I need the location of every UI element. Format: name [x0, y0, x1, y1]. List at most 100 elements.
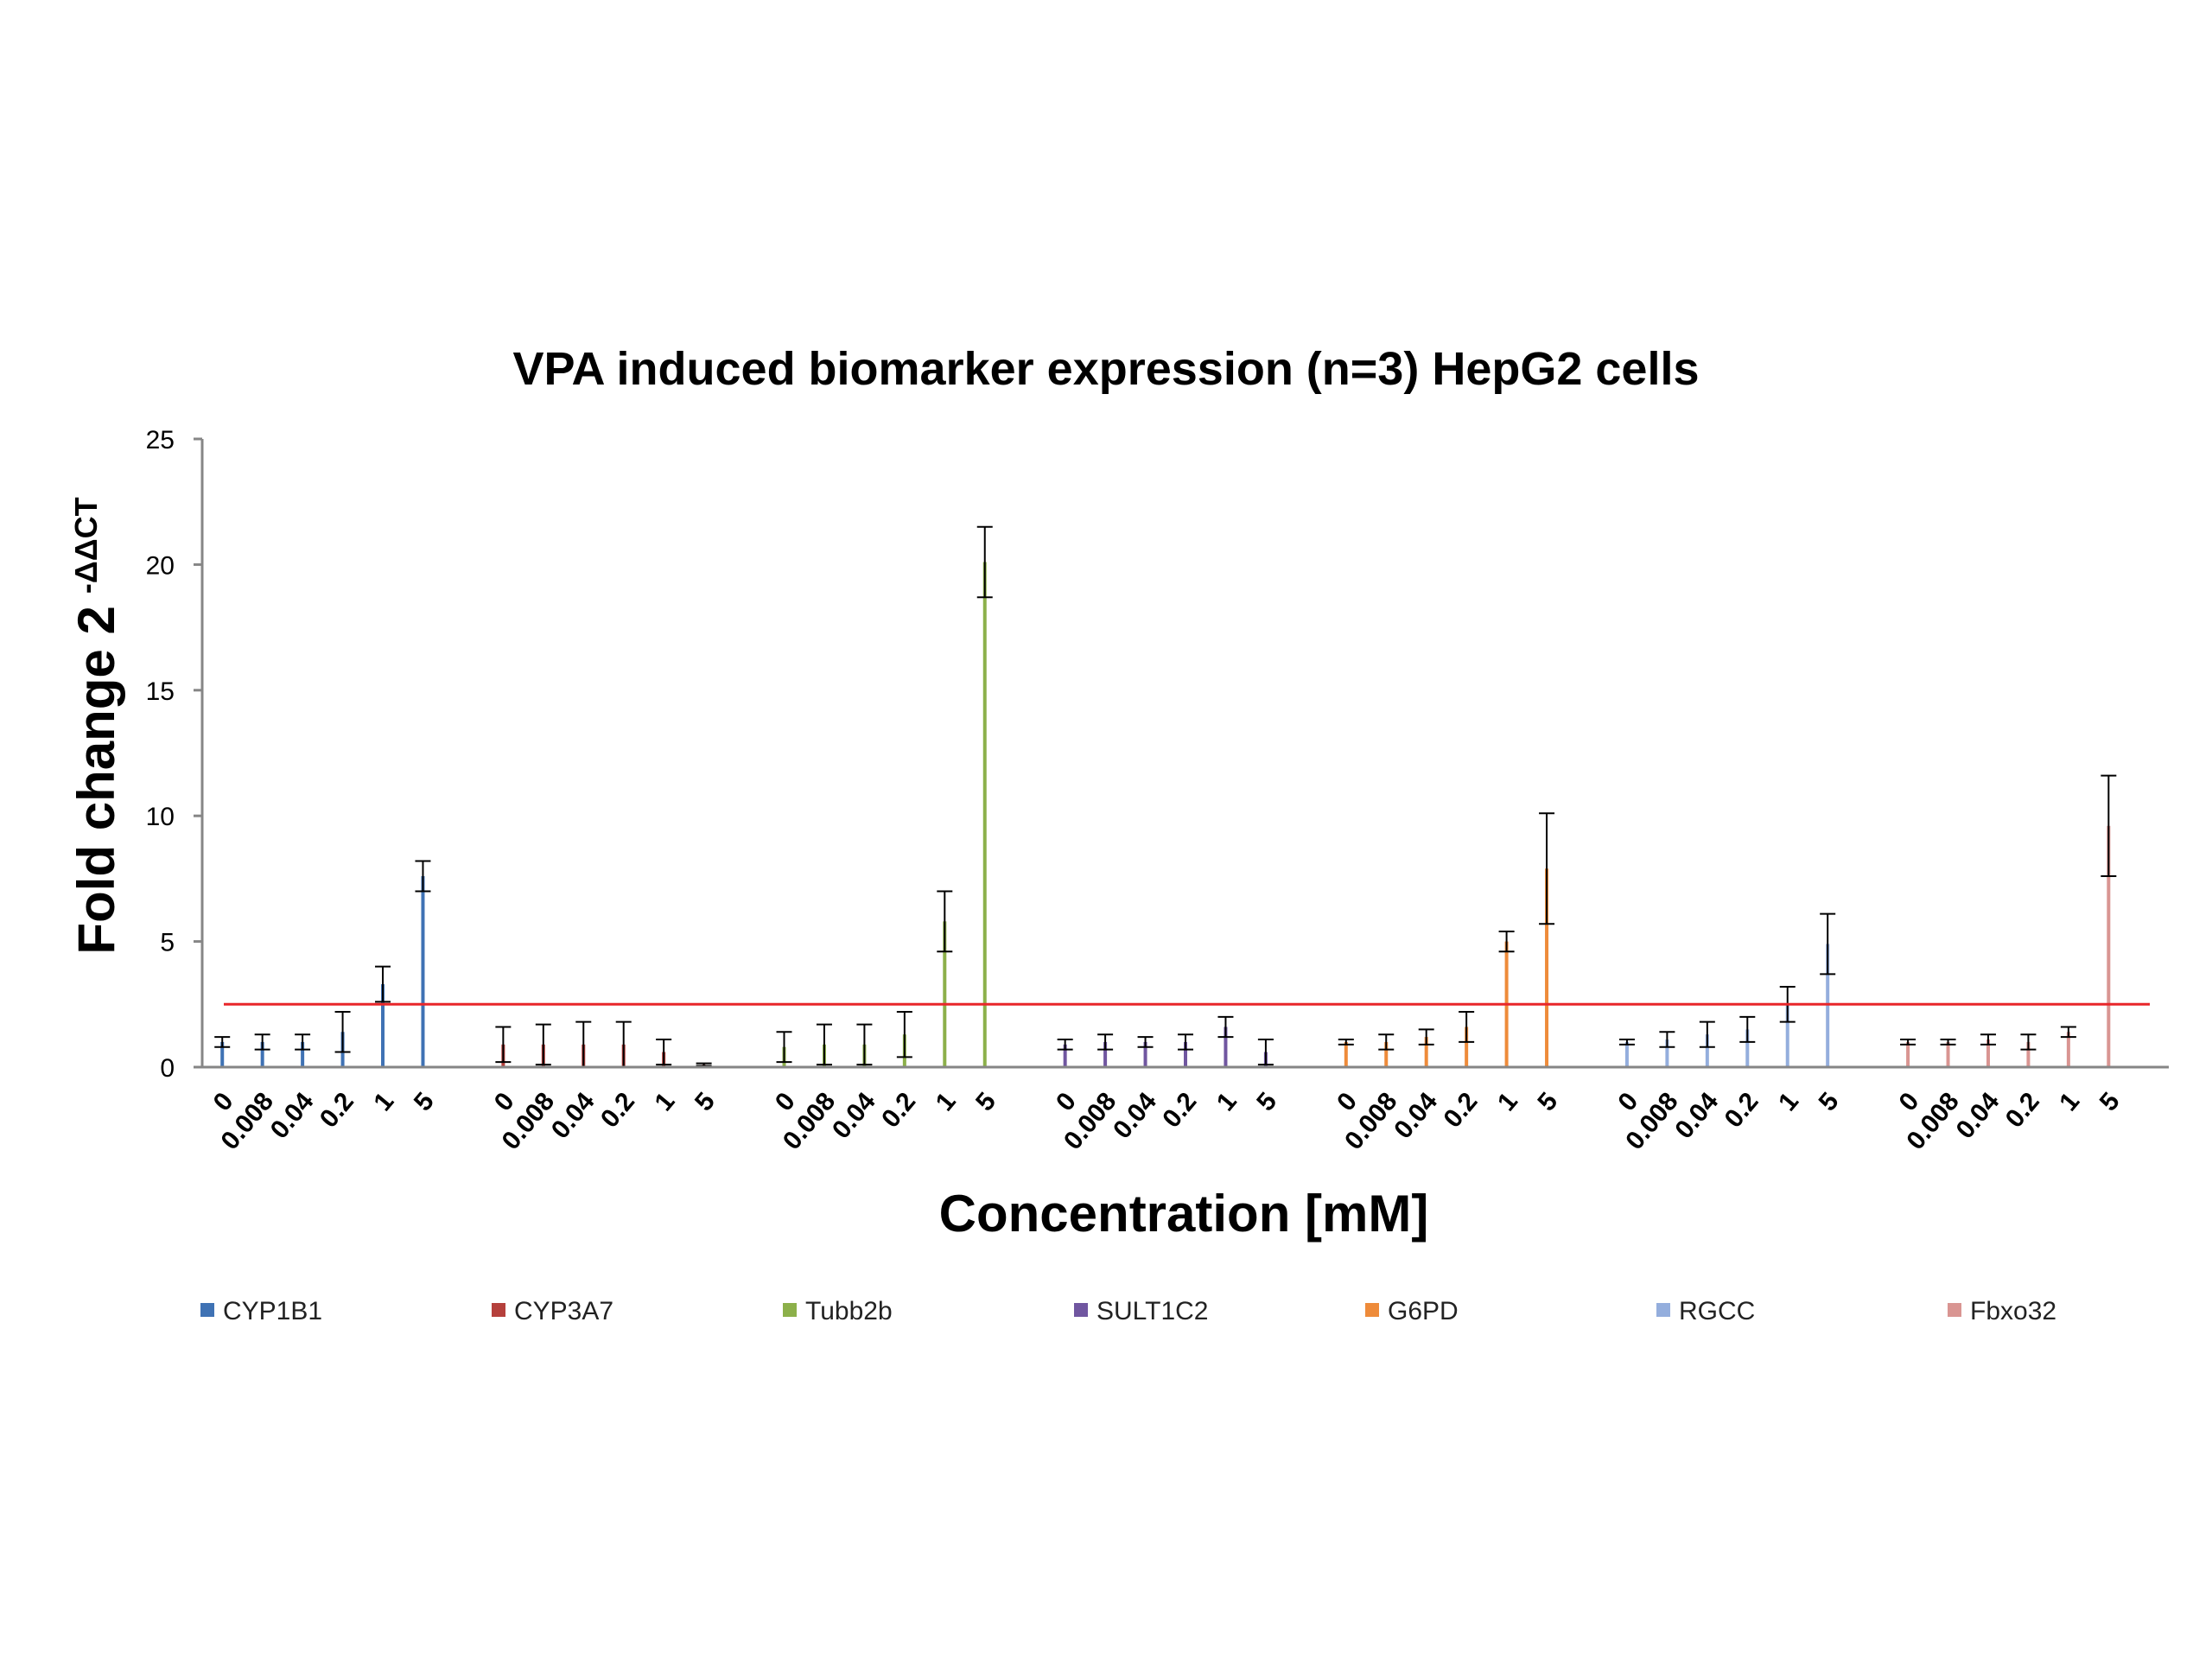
legend-item-cyp1b1: CYP1B1 — [200, 1297, 322, 1325]
legend-label: CYP3A7 — [514, 1297, 613, 1325]
bar — [1184, 1041, 1187, 1067]
bar — [1424, 1037, 1428, 1067]
legend-item-sult1c2: SULT1C2 — [1074, 1297, 1209, 1325]
x-tick-label: 0.2 — [1719, 1087, 1764, 1133]
bar — [2107, 825, 2111, 1067]
x-tick-label: 0 — [770, 1087, 801, 1116]
bar — [260, 1041, 264, 1067]
bar — [1384, 1041, 1389, 1067]
bar — [1785, 1004, 1789, 1067]
x-tick-label: 5 — [690, 1087, 721, 1116]
y-axis-title-superscript: -ΔΔCT — [68, 497, 104, 594]
y-axis-title: Fold change 2 -ΔΔCT — [67, 497, 125, 954]
legend-swatch — [783, 1303, 797, 1317]
x-tick-label: 0.2 — [315, 1087, 359, 1133]
bar — [421, 875, 425, 1067]
x-tick-label: 1 — [2054, 1087, 2085, 1116]
svg-text:Fold change 2-ΔΔCT: Fold change 2 -ΔΔCT — [67, 497, 125, 954]
x-tick-label: 0.04 — [1669, 1087, 1724, 1144]
x-tick-label: 0.04 — [1951, 1087, 2005, 1144]
legend-label: CYP1B1 — [223, 1297, 322, 1325]
x-tick-label: 0.04 — [1108, 1087, 1162, 1144]
bar — [1705, 1034, 1709, 1067]
legend-label: RGCC — [1679, 1297, 1755, 1325]
bar — [1906, 1041, 1910, 1067]
bar — [2026, 1041, 2031, 1067]
bar — [1465, 1027, 1469, 1067]
x-tick-label: 5 — [970, 1087, 1001, 1116]
x-tick-label: 0.2 — [595, 1087, 640, 1133]
bar — [1745, 1029, 1750, 1067]
legend-item-tubb2b: Tubb2b — [783, 1297, 893, 1325]
series-sult1c2 — [1057, 1015, 1274, 1067]
bar — [381, 984, 385, 1067]
series-fbxo32 — [1900, 774, 2117, 1067]
y-tick-label: 5 — [160, 929, 175, 957]
x-tick-label: 1 — [650, 1087, 681, 1116]
bar — [1143, 1041, 1147, 1067]
legend-swatch — [1656, 1303, 1670, 1317]
legend-label: Fbxo32 — [1970, 1297, 2056, 1325]
x-tick-label: 0 — [1612, 1087, 1643, 1116]
legend-label: SULT1C2 — [1096, 1297, 1209, 1325]
legend-swatch — [1074, 1303, 1088, 1317]
legend: CYP1B1 CYP3A7 Tubb2b SULT1C2 G6PD RGCC Fbxo32 — [200, 1297, 2056, 1325]
y-axis-title-main: Fold change 2 — [67, 606, 125, 954]
bar — [1665, 1039, 1669, 1067]
bar — [1545, 868, 1549, 1067]
bar — [1063, 1044, 1067, 1067]
x-tick-label: 0.04 — [827, 1087, 881, 1144]
y-tick-label: 15 — [146, 677, 175, 706]
legend-swatch — [1365, 1303, 1379, 1317]
x-tick-label: 1 — [1773, 1087, 1804, 1116]
x-tick-label: 0.04 — [265, 1087, 320, 1144]
legend-swatch — [492, 1303, 505, 1317]
x-tick-label: 5 — [2094, 1087, 2126, 1116]
bar — [982, 562, 987, 1067]
legend-item-g6pd: G6PD — [1365, 1297, 1459, 1325]
x-tick-label: 0 — [208, 1087, 239, 1116]
x-tick-label: 0 — [1893, 1087, 1924, 1116]
legend-item-cyp3a7: CYP3A7 — [492, 1297, 613, 1325]
series-cyp1b1 — [214, 860, 431, 1067]
x-tick-label: 0.2 — [1438, 1087, 1483, 1133]
x-tick-label: 1 — [1211, 1087, 1243, 1116]
series-cyp3a7 — [495, 1020, 712, 1068]
x-tick-label: 1 — [1492, 1087, 1523, 1116]
x-tick-label: 0.04 — [546, 1087, 601, 1144]
x-tick-label: 1 — [368, 1087, 399, 1116]
y-tick-label: 20 — [146, 551, 175, 580]
bar — [1224, 1027, 1228, 1067]
bar — [1624, 1041, 1629, 1067]
x-tick-label: 5 — [409, 1087, 440, 1116]
chart-title: VPA induced biomarker expression (n=3) H… — [513, 343, 1700, 395]
x-tick-label: 5 — [1532, 1087, 1563, 1116]
y-tick-label: 25 — [146, 426, 175, 454]
series-g6pd — [1338, 812, 1555, 1067]
legend-label: G6PD — [1388, 1297, 1459, 1325]
y-tick-label: 10 — [146, 803, 175, 831]
x-tick-label: 0.2 — [1157, 1087, 1202, 1133]
legend-label: Tubb2b — [805, 1297, 893, 1325]
series-rgcc — [1618, 912, 1836, 1067]
x-tick-label: 0 — [489, 1087, 520, 1116]
bar — [2066, 1032, 2070, 1067]
x-tick-label: 0.04 — [1389, 1087, 1443, 1144]
x-tick-label: 0 — [1051, 1087, 1082, 1116]
x-axis-title: Concentration [mM] — [939, 1185, 1429, 1243]
bar — [1986, 1039, 1990, 1067]
x-tick-label: 0 — [1332, 1087, 1363, 1116]
x-tick-label: 5 — [1814, 1087, 1845, 1116]
bar — [1344, 1041, 1348, 1067]
legend-swatch — [1948, 1303, 1961, 1317]
bar — [943, 921, 947, 1067]
bar — [1946, 1041, 1950, 1067]
legend-item-fbxo32: Fbxo32 — [1948, 1297, 2056, 1325]
y-axis: 0 5 10 15 20 25 — [146, 426, 204, 1083]
bar — [1103, 1041, 1108, 1067]
legend-item-rgcc: RGCC — [1656, 1297, 1755, 1325]
y-tick-label: 0 — [160, 1054, 175, 1083]
bar — [301, 1041, 305, 1067]
x-tick-label: 0.2 — [876, 1087, 921, 1133]
